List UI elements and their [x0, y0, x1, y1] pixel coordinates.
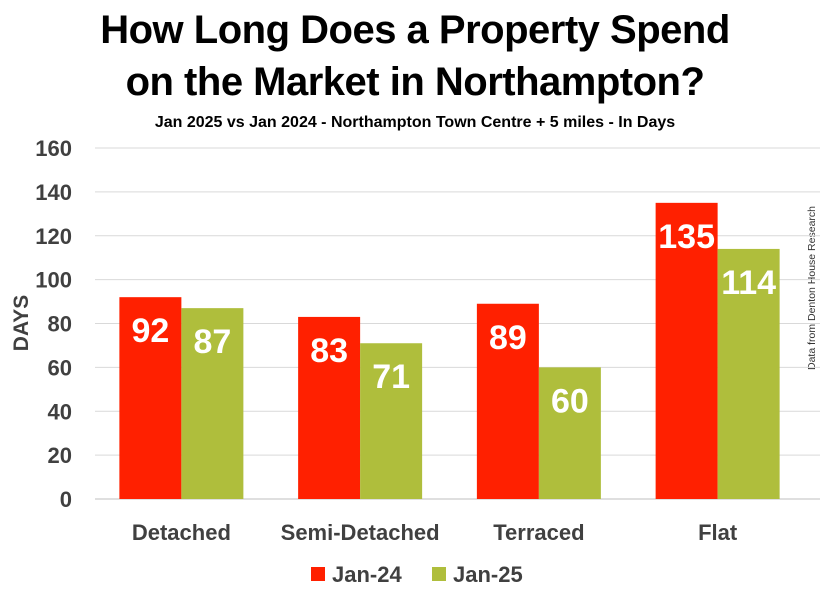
bar-value-label: 89: [489, 319, 527, 357]
legend-swatch-jan-25: [432, 567, 446, 581]
bar-jan-24: [119, 297, 182, 499]
bar-jan-24: [298, 316, 361, 499]
bar-value-label: 87: [193, 323, 231, 361]
bar-value-label: 71: [372, 358, 410, 396]
y-tick-label: 100: [35, 268, 72, 293]
bar-jan-24: [476, 303, 539, 499]
y-tick-label: 160: [35, 136, 72, 161]
y-tick-label: 140: [35, 180, 72, 205]
bar-jan-24: [655, 202, 718, 499]
chart-title-line-2: on the Market in Northampton?: [125, 60, 705, 104]
x-tick-label: Flat: [698, 520, 738, 545]
chart-subtitle: Jan 2025 vs Jan 2024 - Northampton Town …: [154, 114, 676, 131]
chart-title-line-1: How Long Does a Property Spend: [100, 8, 730, 52]
y-tick-label: 60: [48, 355, 72, 380]
y-axis-label: DAYS: [10, 295, 33, 351]
bar-value-label: 60: [551, 382, 589, 420]
bar-jan-25: [717, 248, 780, 499]
bar-value-label: 83: [310, 332, 348, 370]
y-tick-label: 20: [48, 443, 72, 468]
y-tick-label: 120: [35, 224, 72, 249]
y-tick-label: 0: [60, 487, 72, 512]
legend-label: Jan-24: [332, 562, 402, 587]
bar-value-label: 135: [658, 218, 715, 256]
y-tick-label: 80: [48, 312, 72, 337]
x-tick-label: Terraced: [493, 520, 584, 545]
bar-value-label: 92: [131, 312, 169, 350]
bar-jan-25: [360, 343, 423, 499]
x-tick-label: Detached: [132, 520, 231, 545]
bar-jan-25: [181, 308, 244, 499]
bar-value-label: 114: [721, 264, 776, 302]
x-tick-label: Semi-Detached: [281, 520, 440, 545]
bar-jan-25: [538, 367, 601, 499]
y-tick-label: 40: [48, 399, 72, 424]
legend-label: Jan-25: [453, 562, 523, 587]
legend-swatch-jan-24: [311, 567, 325, 581]
